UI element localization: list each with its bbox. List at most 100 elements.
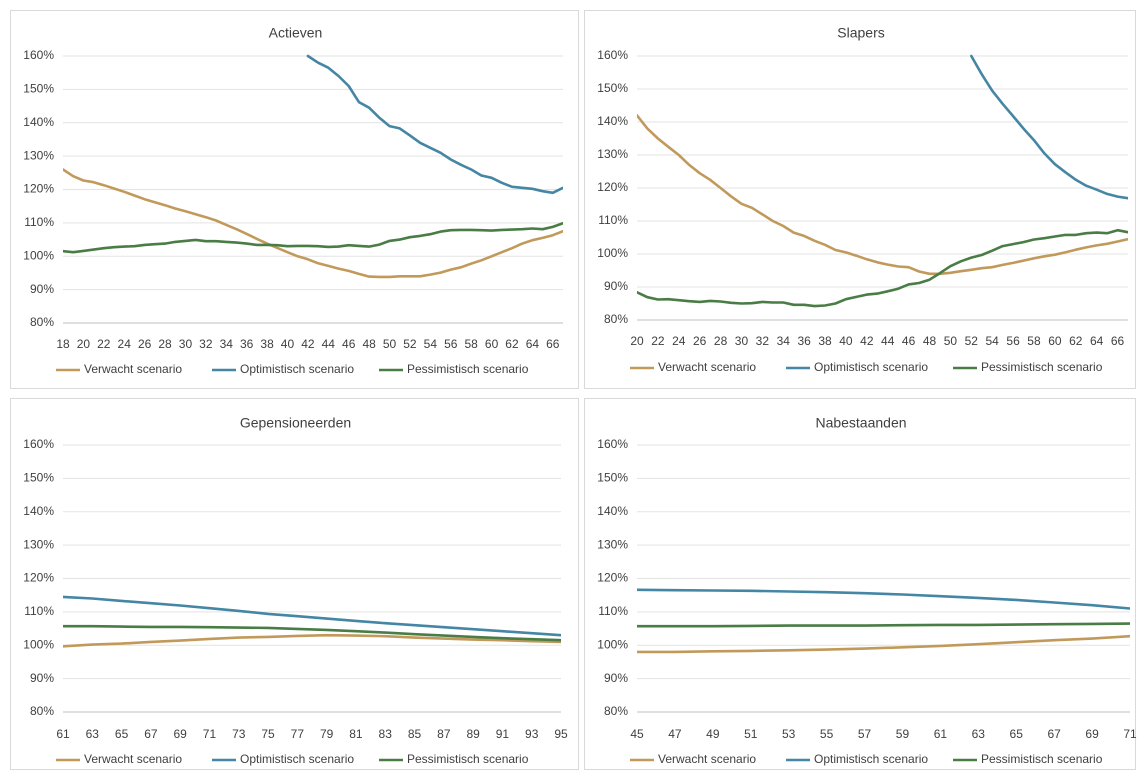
x-tick-label: 58 bbox=[1027, 334, 1041, 348]
x-tick-label: 50 bbox=[383, 337, 397, 351]
x-tick-label: 20 bbox=[77, 337, 91, 351]
y-tick-label: 150% bbox=[23, 82, 54, 96]
chart-title: Actieven bbox=[269, 25, 323, 41]
x-tick-label: 75 bbox=[261, 727, 275, 741]
y-tick-label: 90% bbox=[30, 282, 54, 296]
legend-label-pessimistisch: Pessimistisch scenario bbox=[981, 752, 1103, 766]
x-tick-label: 69 bbox=[1085, 727, 1099, 741]
series-line-pessimistisch bbox=[63, 221, 563, 254]
x-tick-label: 65 bbox=[115, 727, 129, 741]
legend-label-optimistisch: Optimistisch scenario bbox=[240, 362, 354, 376]
series-line-optimistisch bbox=[637, 588, 1130, 610]
x-tick-label: 42 bbox=[301, 337, 315, 351]
y-tick-label: 160% bbox=[23, 48, 54, 62]
x-tick-label: 65 bbox=[1010, 727, 1024, 741]
x-tick-label: 69 bbox=[173, 727, 187, 741]
x-tick-label: 64 bbox=[1090, 334, 1104, 348]
x-tick-label: 67 bbox=[1047, 727, 1061, 741]
x-tick-label: 38 bbox=[818, 334, 832, 348]
y-tick-label: 100% bbox=[597, 637, 628, 651]
legend-label-pessimistisch: Pessimistisch scenario bbox=[981, 360, 1103, 374]
x-tick-label: 95 bbox=[554, 727, 568, 741]
chart-panel-nabestaanden: Nabestaanden 80% 90% 100% 110% 120% 130% 140% 15… bbox=[584, 398, 1137, 770]
chart-panel-gepensioneerden: Gepensioneerden 80% 90% 100% 110% 120% 130% 140… bbox=[10, 398, 579, 770]
x-tick-label: 52 bbox=[403, 337, 417, 351]
chart-panel-slapers: Slapers 80% 90% 100% 110% 120% 130% 140% 150% 160… bbox=[584, 10, 1136, 389]
series-line-optimistisch bbox=[969, 54, 1128, 200]
x-tick-label: 26 bbox=[138, 337, 152, 351]
x-tick-label: 30 bbox=[179, 337, 193, 351]
x-tick-label: 24 bbox=[118, 337, 132, 351]
x-tick-label: 77 bbox=[291, 727, 305, 741]
x-tick-label: 22 bbox=[97, 337, 111, 351]
x-tick-label: 89 bbox=[466, 727, 480, 741]
y-tick-label: 90% bbox=[30, 671, 54, 685]
y-tick-label: 120% bbox=[597, 571, 628, 585]
x-tick-label: 46 bbox=[342, 337, 356, 351]
x-tick-label: 87 bbox=[437, 727, 451, 741]
x-tick-label: 32 bbox=[199, 337, 213, 351]
series-line-pessimistisch bbox=[637, 622, 1130, 628]
y-tick-label: 130% bbox=[597, 147, 628, 161]
x-tick-label: 51 bbox=[744, 727, 758, 741]
chart-title: Nabestaanden bbox=[815, 415, 906, 431]
x-tick-label: 34 bbox=[777, 334, 791, 348]
y-tick-label: 140% bbox=[597, 504, 628, 518]
chart-panel-actieven: Actieven 80% 90% 100% 110% 120% 130% 140% 150% 16… bbox=[10, 10, 579, 389]
x-tick-label: 66 bbox=[546, 337, 560, 351]
x-tick-label: 20 bbox=[630, 334, 644, 348]
legend-label-optimistisch: Optimistisch scenario bbox=[814, 752, 928, 766]
x-tick-label: 53 bbox=[782, 727, 796, 741]
x-tick-label: 61 bbox=[934, 727, 948, 741]
legend-label-optimistisch: Optimistisch scenario bbox=[814, 360, 928, 374]
y-tick-label: 140% bbox=[23, 504, 54, 518]
x-tick-label: 34 bbox=[220, 337, 234, 351]
y-tick-label: 160% bbox=[597, 48, 628, 62]
series-line-pessimistisch bbox=[63, 624, 561, 642]
y-tick-label: 130% bbox=[597, 537, 628, 551]
legend-label-verwacht: Verwacht scenario bbox=[84, 362, 182, 376]
x-tick-label: 49 bbox=[706, 727, 720, 741]
x-tick-label: 36 bbox=[240, 337, 254, 351]
legend-label-pessimistisch: Pessimistisch scenario bbox=[407, 362, 529, 376]
x-tick-label: 62 bbox=[1069, 334, 1083, 348]
legend-label-verwacht: Verwacht scenario bbox=[658, 752, 756, 766]
x-tick-label: 38 bbox=[260, 337, 274, 351]
x-tick-label: 47 bbox=[668, 727, 682, 741]
x-tick-label: 48 bbox=[362, 337, 376, 351]
x-tick-label: 60 bbox=[1048, 334, 1062, 348]
y-tick-label: 80% bbox=[30, 704, 54, 718]
series-line-verwacht bbox=[637, 634, 1130, 654]
x-tick-label: 91 bbox=[496, 727, 510, 741]
x-tick-label: 73 bbox=[232, 727, 246, 741]
x-tick-label: 61 bbox=[56, 727, 70, 741]
legend-label-verwacht: Verwacht scenario bbox=[84, 752, 182, 766]
x-tick-label: 40 bbox=[281, 337, 295, 351]
legend-label-verwacht: Verwacht scenario bbox=[658, 360, 756, 374]
x-tick-label: 44 bbox=[322, 337, 336, 351]
y-tick-label: 90% bbox=[604, 671, 628, 685]
y-tick-label: 110% bbox=[24, 215, 54, 229]
x-tick-label: 22 bbox=[651, 334, 665, 348]
x-tick-label: 64 bbox=[526, 337, 540, 351]
y-tick-label: 100% bbox=[23, 637, 54, 651]
legend-label-optimistisch: Optimistisch scenario bbox=[240, 752, 354, 766]
legend-label-pessimistisch: Pessimistisch scenario bbox=[407, 752, 529, 766]
x-tick-label: 81 bbox=[349, 727, 363, 741]
y-tick-label: 150% bbox=[597, 471, 628, 485]
chart-slapers: Slapers 80% 90% 100% 110% 120% 130% 140% 150% 160… bbox=[597, 25, 1128, 374]
series-line-verwacht bbox=[637, 114, 1128, 276]
x-tick-label: 56 bbox=[1006, 334, 1020, 348]
y-tick-label: 120% bbox=[23, 571, 54, 585]
x-tick-label: 54 bbox=[424, 337, 438, 351]
x-tick-label: 71 bbox=[203, 727, 217, 741]
x-tick-label: 42 bbox=[860, 334, 874, 348]
x-tick-label: 57 bbox=[858, 727, 872, 741]
x-tick-label: 93 bbox=[525, 727, 539, 741]
x-tick-label: 71 bbox=[1123, 727, 1137, 741]
chart-title: Slapers bbox=[837, 25, 884, 41]
y-tick-label: 160% bbox=[23, 437, 54, 451]
y-tick-label: 150% bbox=[597, 81, 628, 95]
y-tick-label: 100% bbox=[597, 246, 628, 260]
x-tick-label: 36 bbox=[797, 334, 811, 348]
